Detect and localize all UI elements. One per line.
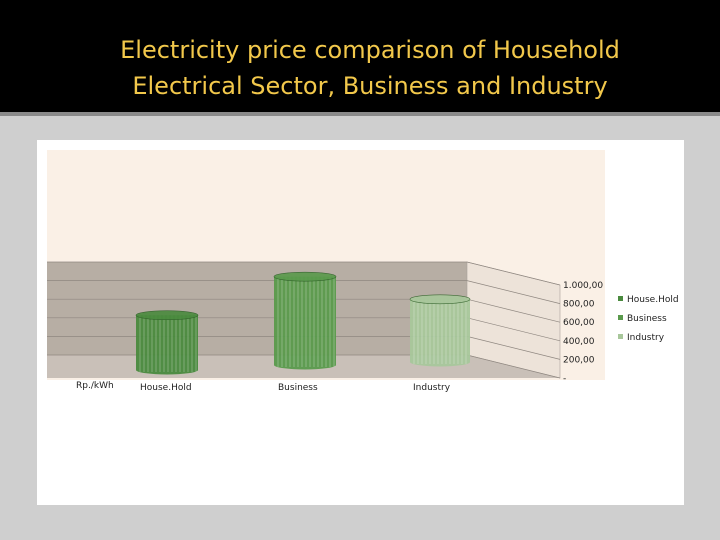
- y-tick-label: 1.000,00: [563, 281, 603, 291]
- y-tick-label: 800,00: [563, 300, 595, 310]
- x-tick-label: Industry: [413, 383, 451, 393]
- y-tick-label: 200,00: [563, 355, 595, 365]
- y-tick-label: 600,00: [563, 318, 595, 328]
- slide-title: Electricity price comparison of Househol…: [60, 32, 680, 104]
- legend-label: Business: [627, 314, 667, 324]
- x-tick-label: Business: [278, 383, 318, 393]
- bar-house-hold: [136, 315, 198, 375]
- gridline-side: [466, 280, 561, 304]
- bar-top: [409, 294, 471, 305]
- legend-swatch: [618, 296, 623, 301]
- gridline-side: [466, 336, 561, 360]
- bar-top: [135, 310, 199, 321]
- legend-swatch: [618, 334, 623, 339]
- gridline-side: [466, 298, 561, 323]
- legend-label: Industry: [627, 333, 665, 343]
- y-tick-label: -: [563, 374, 566, 384]
- legend-swatch: [618, 315, 623, 320]
- title-divider: [0, 112, 720, 116]
- gridline-side: [466, 354, 561, 379]
- gridline-side: [466, 317, 561, 342]
- bar-top: [273, 271, 337, 282]
- title-line-2: Electrical Sector, Business and Industry: [132, 72, 608, 100]
- title-band: [0, 0, 720, 112]
- gridline-side: [466, 261, 561, 286]
- back-wall: [47, 262, 467, 355]
- y-tick-label: 400,00: [563, 337, 595, 347]
- bar-industry: [410, 299, 470, 367]
- x-tick-label: House.Hold: [140, 383, 192, 393]
- bar-business: [274, 276, 336, 370]
- legend-label: House.Hold: [627, 295, 679, 305]
- y-axis-label: Rp./kWh: [76, 381, 114, 391]
- title-line-1: Electricity price comparison of Househol…: [120, 36, 620, 64]
